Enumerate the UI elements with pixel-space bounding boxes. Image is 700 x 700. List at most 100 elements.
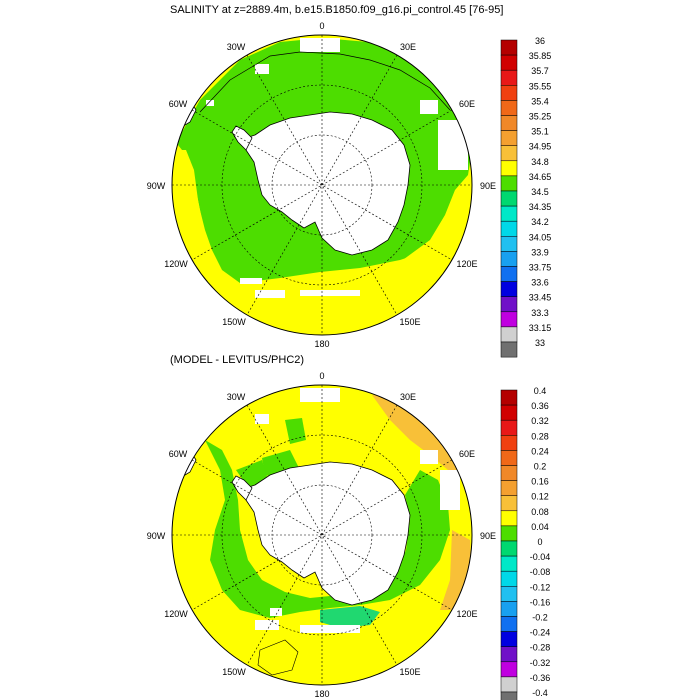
- colorbar-swatch: [500, 495, 518, 512]
- colorbar-swatch: [500, 601, 518, 617]
- antarctica-landmass: [239, 111, 411, 256]
- colorbar-label: -0.28: [530, 643, 551, 653]
- colorbar-swatch: [500, 160, 518, 177]
- lon-90W: 90W: [147, 181, 166, 191]
- colorbar-swatch: [500, 676, 518, 693]
- colorbar-label: -0.2: [532, 613, 548, 623]
- map-panel-2: 0 30E 60E 90E 120E 150E 180 150W 120W 90…: [147, 371, 496, 699]
- lon2-30W: 30W: [227, 392, 246, 402]
- lon-60E: 60E: [459, 99, 475, 109]
- lon-180: 180: [314, 339, 329, 349]
- colorbar-label: -0.4: [532, 688, 548, 698]
- colorbar-label: 34.2: [531, 217, 549, 227]
- map-panel-1: 0 30E 60E 90E 120E 150E 180 150W 120W 90…: [147, 21, 496, 349]
- colorbar-label: 0.24: [531, 446, 549, 456]
- lon2-0: 0: [319, 371, 324, 381]
- colorbar-label: 0.08: [531, 507, 549, 517]
- colorbar-swatch: [500, 236, 518, 252]
- colorbar-swatch: [500, 570, 518, 587]
- colorbar-label: 33.15: [529, 323, 552, 333]
- colorbar-label: -0.12: [530, 582, 551, 592]
- colorbar-swatch: [500, 296, 518, 313]
- colorbar-swatch: [500, 130, 518, 146]
- graticule-2: [172, 385, 472, 685]
- lon2-90E: 90E: [480, 531, 496, 541]
- colorbar-label: 0.28: [531, 431, 549, 441]
- lon2-90W: 90W: [147, 531, 166, 541]
- lon-labels-1: 0 30E 60E 90E 120E 150E 180 150W 120W 90…: [147, 21, 496, 349]
- colorbar-label: 34.35: [529, 202, 552, 212]
- lon-0: 0: [319, 21, 324, 31]
- colorbar-label: -0.16: [530, 597, 551, 607]
- colorbar-label: 33.3: [531, 308, 549, 318]
- colorbar-swatch: [500, 251, 518, 267]
- colorbar-label: 0: [537, 537, 542, 547]
- colorbar-label: -0.08: [530, 567, 551, 577]
- colorbar-swatch: [500, 661, 518, 678]
- panel2-title: (MODEL - LEVITUS/PHC2): [170, 354, 305, 366]
- colorbar-label: 33.45: [529, 293, 552, 303]
- colorbar-swatch: [500, 145, 518, 162]
- colorbar-swatch: [500, 510, 518, 527]
- colorbar-swatch: [500, 540, 518, 557]
- contour-34-8: [199, 51, 451, 113]
- salinity-yellow-south: [240, 250, 430, 312]
- lon-120E: 120E: [456, 259, 477, 269]
- colorbar-label: 35.85: [529, 51, 552, 61]
- colorbar-1: 36 35.85 35.7 35.55 35.4 35.25 35.1 34.95 34.8 34…: [500, 36, 552, 358]
- colorbar-swatch: [500, 190, 518, 207]
- colorbar-swatch: [500, 115, 518, 131]
- colorbar-swatch: [500, 69, 518, 86]
- colorbar-swatch: [500, 39, 518, 56]
- colorbar-swatch: [500, 85, 518, 101]
- colorbar-swatch: [500, 586, 518, 602]
- map-border-1: [171, 34, 473, 336]
- colorbar-swatch: [500, 326, 518, 343]
- lon-60W: 60W: [169, 99, 188, 109]
- lon2-120W: 120W: [164, 609, 188, 619]
- lon2-60W: 60W: [169, 449, 188, 459]
- colorbar-swatch: [500, 465, 518, 481]
- colorbar-label: 0.16: [531, 477, 549, 487]
- anom-yellow-blob: [257, 639, 299, 676]
- colorbar-label: 34.65: [529, 172, 552, 182]
- lon-30W: 30W: [227, 42, 246, 52]
- panel1-title: SALINITY at z=2889.4m, b.e15.B1850.f09_g…: [170, 4, 504, 16]
- colorbar-label: 35.7: [531, 66, 549, 76]
- lon-150W: 150W: [222, 317, 246, 327]
- colorbar-label: 33.75: [529, 263, 552, 273]
- colorbar-label: -0.04: [530, 552, 551, 562]
- colorbar-label: 35.1: [531, 127, 549, 137]
- colorbar-swatch: [500, 100, 518, 116]
- lon-120W: 120W: [164, 259, 188, 269]
- colorbar-swatch: [500, 691, 518, 700]
- colorbar-swatch: [500, 205, 518, 222]
- colorbar-swatch: [500, 631, 518, 647]
- lon2-150E: 150E: [399, 667, 420, 677]
- antarctica-landmass-2: [239, 461, 411, 606]
- colorbar-label: 34.05: [529, 232, 552, 242]
- colorbar-swatch: [500, 435, 518, 451]
- lon-30E: 30E: [400, 42, 416, 52]
- colorbar-label: 35.25: [529, 112, 552, 122]
- colorbar-swatch: [500, 281, 518, 297]
- colorbar-swatch: [500, 175, 518, 192]
- colorbar-label: -0.24: [530, 628, 551, 638]
- lon-150E: 150E: [399, 317, 420, 327]
- colorbar-label: 34.8: [531, 157, 549, 167]
- colorbar-swatch: [500, 389, 518, 406]
- colorbar-swatch: [500, 616, 518, 632]
- graticule-1: [172, 35, 472, 335]
- lon-labels-2: 0 30E 60E 90E 120E 150E 180 150W 120W 90…: [147, 371, 496, 699]
- colorbar-label: 35.4: [531, 96, 549, 106]
- colorbar-label: 0.32: [531, 416, 549, 426]
- colorbar-label: 34.5: [531, 187, 549, 197]
- colorbar-label: 33.9: [531, 247, 549, 257]
- lon2-150W: 150W: [222, 667, 246, 677]
- colorbar-label: 0.2: [534, 462, 547, 472]
- colorbar-swatch: [500, 525, 518, 542]
- colorbar-label: 0.04: [531, 522, 549, 532]
- colorbar-label: 35.55: [529, 81, 552, 91]
- colorbar-swatch: [500, 555, 518, 572]
